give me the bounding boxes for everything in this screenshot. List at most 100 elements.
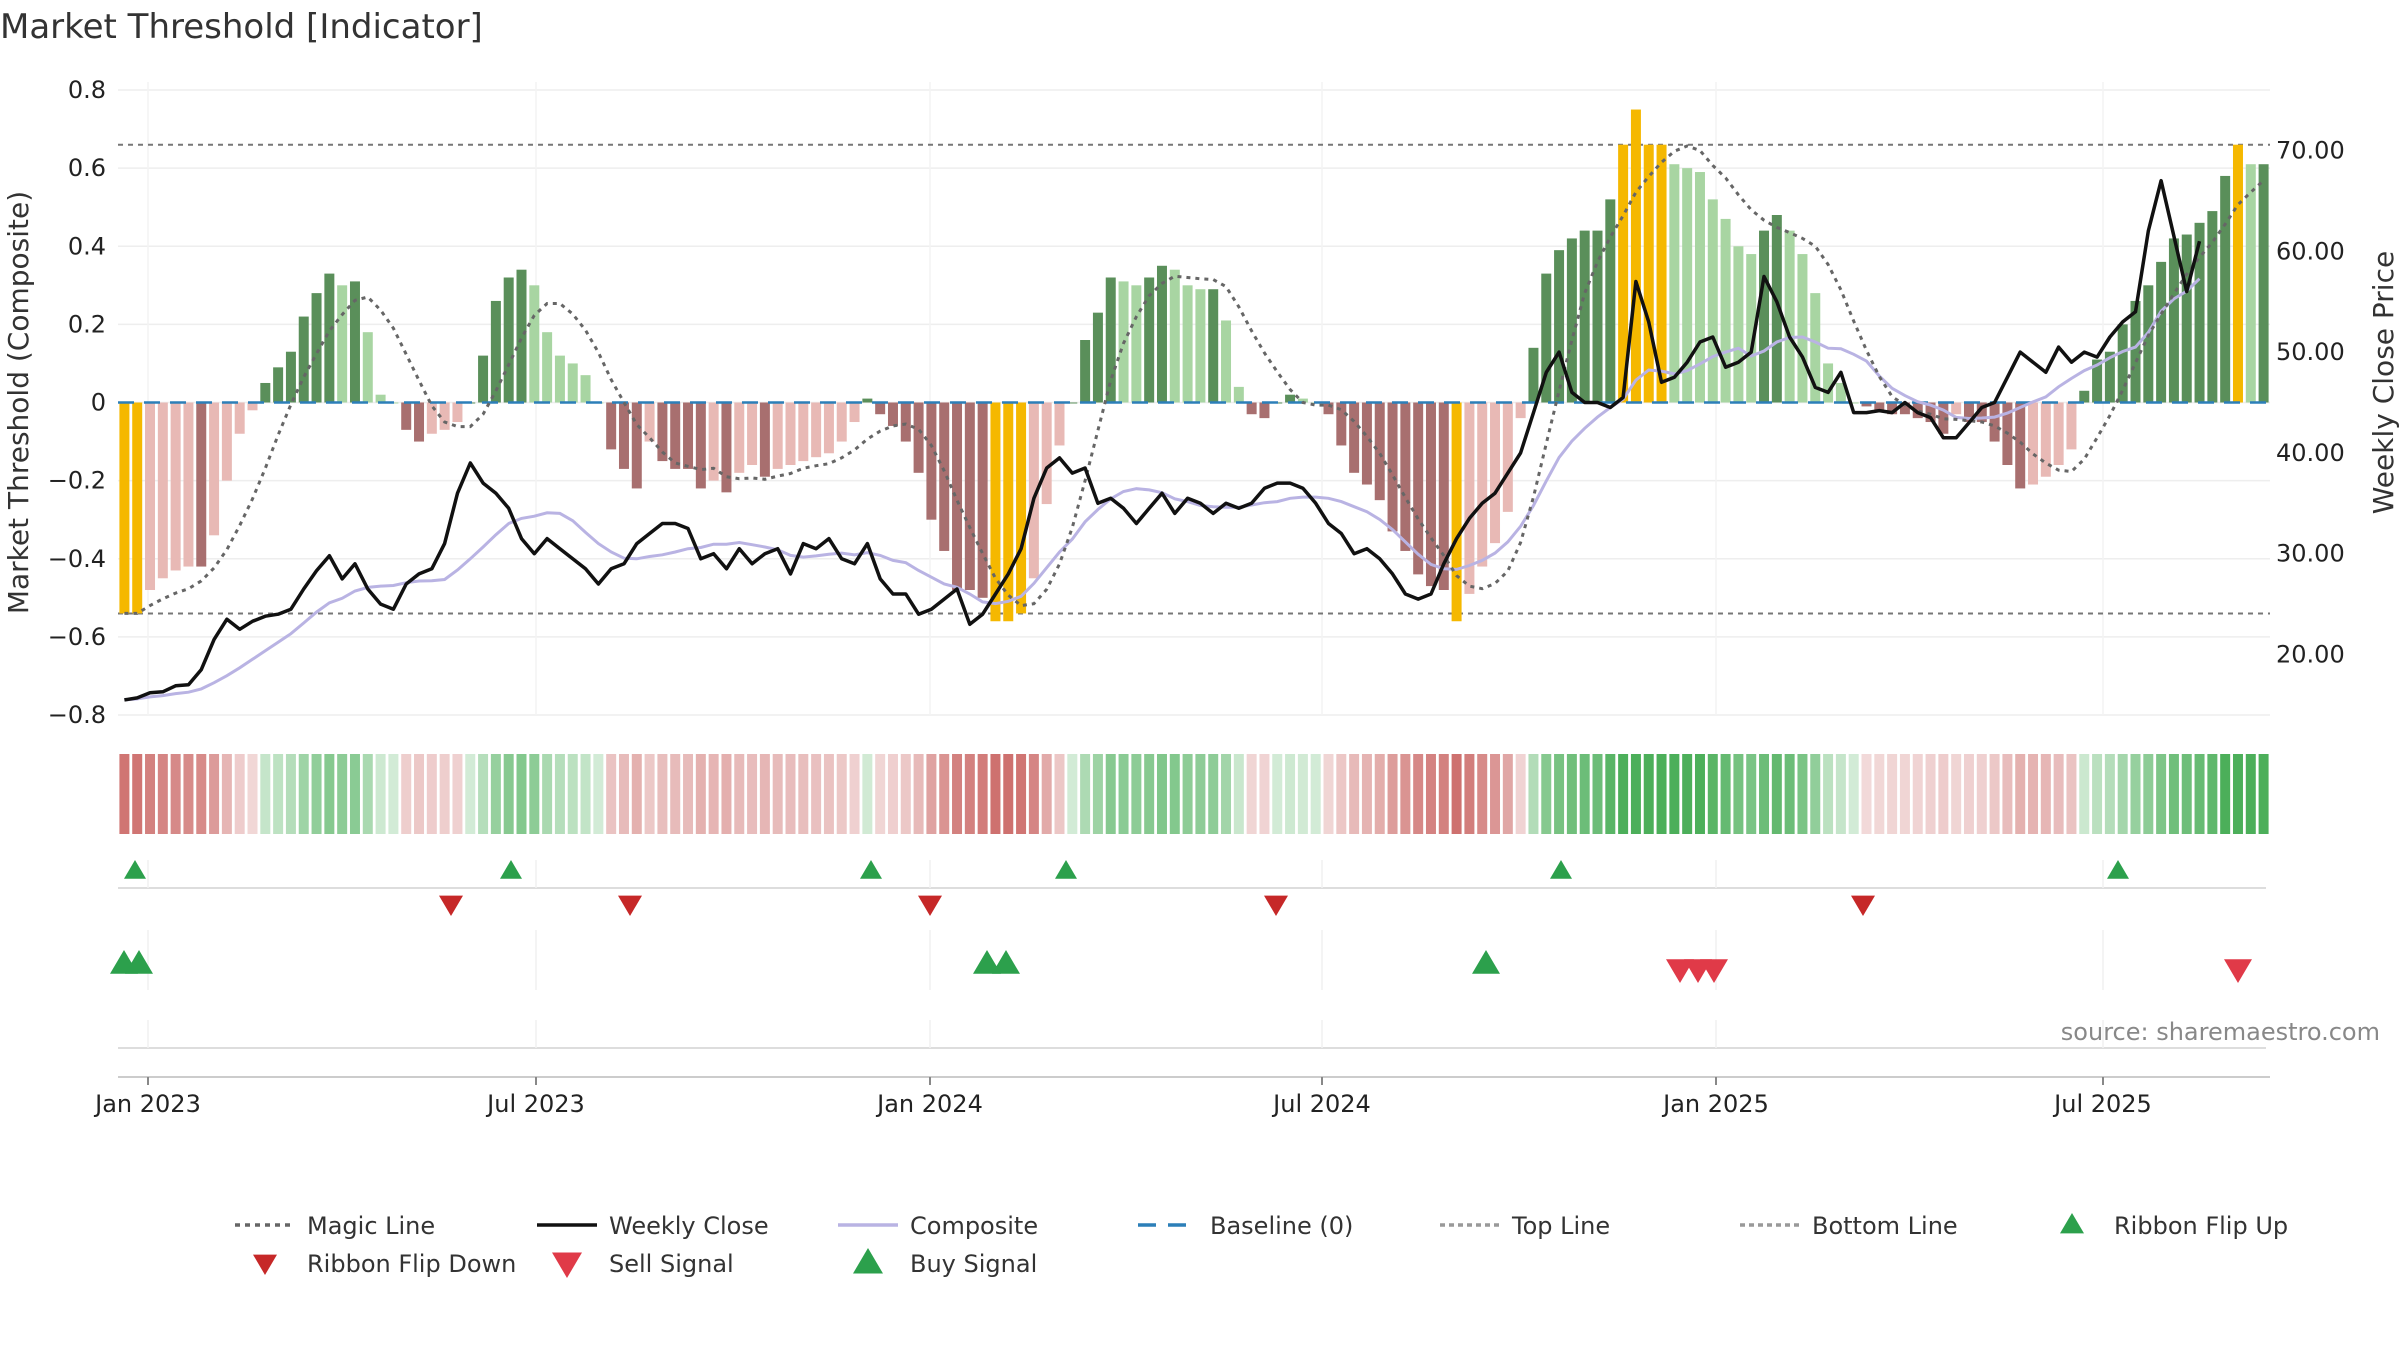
- histogram-bar: [1554, 250, 1565, 403]
- ribbon-cell: [1490, 754, 1501, 834]
- legend-item: Buy Signal: [853, 1248, 1037, 1278]
- histogram-bar: [1016, 402, 1027, 614]
- legend-label: Composite: [910, 1212, 1038, 1240]
- histogram-bar: [439, 402, 450, 430]
- ribbon-cell: [1323, 754, 1334, 834]
- ribbon-cell: [708, 754, 719, 834]
- x-tick-label: Jul 2025: [2052, 1090, 2152, 1118]
- y2-tick-label: 60.00: [2276, 237, 2345, 265]
- histogram-bar: [1349, 402, 1360, 473]
- ribbon-cell: [1336, 754, 1347, 834]
- histogram-bar: [606, 402, 617, 450]
- histogram-bar: [1221, 320, 1232, 403]
- ribbon-cell: [1848, 754, 1859, 834]
- histogram-bar: [1541, 273, 1552, 403]
- legend-swatch: [552, 1252, 582, 1278]
- histogram-bar: [1195, 289, 1206, 403]
- histogram-bar: [772, 402, 783, 469]
- ribbon-flip-up-marker: [124, 860, 146, 879]
- ribbon-cell: [2194, 754, 2205, 834]
- histogram-bar: [2015, 402, 2026, 489]
- ribbon-cell: [324, 754, 335, 834]
- histogram-bar: [2194, 222, 2205, 403]
- ribbon-cell: [1246, 754, 1257, 834]
- ribbon-flip-down-marker: [918, 895, 942, 916]
- ribbon-cell: [1618, 754, 1629, 834]
- histogram-bar: [1682, 168, 1693, 403]
- ribbon-cell: [529, 754, 540, 834]
- histogram-bar: [452, 402, 463, 423]
- ribbon-cell: [362, 754, 373, 834]
- x-tick-label: Jul 2024: [1271, 1090, 1371, 1118]
- ribbon-cell: [1118, 754, 1129, 834]
- histogram-bar: [1746, 254, 1757, 403]
- ribbon-cell: [1092, 754, 1103, 834]
- histogram-bar: [554, 355, 565, 403]
- histogram-bar: [2232, 144, 2243, 403]
- legend-item: Weekly Close: [537, 1212, 769, 1240]
- ribbon-cell: [1297, 754, 1308, 834]
- histogram-bar: [1092, 312, 1103, 403]
- histogram-bar: [875, 402, 886, 415]
- ribbon-cell: [2104, 754, 2115, 834]
- ribbon-cell: [1003, 754, 1014, 834]
- ribbon-cell: [119, 754, 130, 834]
- y2-tick-label: 40.00: [2276, 439, 2345, 467]
- ribbon-cell: [1425, 754, 1436, 834]
- histogram-bar: [977, 402, 988, 598]
- legend-item: Sell Signal: [552, 1250, 734, 1278]
- histogram-bar: [414, 402, 425, 442]
- ribbon-cell: [1080, 754, 1091, 834]
- ribbon-cell: [1759, 754, 1770, 834]
- ribbon-cell: [1361, 754, 1372, 834]
- histogram-bar: [157, 402, 168, 579]
- ribbon-cell: [1963, 754, 1974, 834]
- histogram-bar: [747, 402, 758, 465]
- ribbon-strip: [119, 754, 2269, 834]
- histogram-bar: [759, 402, 770, 477]
- histogram-bar: [503, 277, 514, 403]
- ribbon-cell: [1182, 754, 1193, 834]
- ribbon-cell: [1899, 754, 1910, 834]
- x-tick-label: Jan 2023: [93, 1090, 201, 1118]
- legend-label: Top Line: [1511, 1212, 1610, 1240]
- ribbon-cell: [1041, 754, 1052, 834]
- ribbon-cell: [1310, 754, 1321, 834]
- ribbon-cell: [900, 754, 911, 834]
- histogram-bar: [785, 402, 796, 465]
- ribbon-cell: [2079, 754, 2090, 834]
- ribbon-cell: [1694, 754, 1705, 834]
- histogram-bar: [1028, 402, 1039, 579]
- ribbon-cell: [1554, 754, 1565, 834]
- legend-item: Magic Line: [235, 1212, 435, 1240]
- legend-label: Ribbon Flip Down: [307, 1250, 516, 1278]
- histogram-bar: [119, 402, 130, 614]
- ribbon-cell: [1208, 754, 1219, 834]
- ribbon-cell: [939, 754, 950, 834]
- ribbon-cell: [977, 754, 988, 834]
- ribbon-cell: [1874, 754, 1885, 834]
- x-tick-label: Jan 2024: [875, 1090, 983, 1118]
- ribbon-cell: [1823, 754, 1834, 834]
- histogram-bar: [196, 402, 207, 567]
- ribbon-cell: [2130, 754, 2141, 834]
- ribbon-cell: [1541, 754, 1552, 834]
- histogram-bar: [695, 402, 706, 489]
- histogram-bar: [1259, 402, 1270, 419]
- histogram-bar: [1425, 402, 1436, 587]
- ribbon-cell: [2168, 754, 2179, 834]
- legend-label: Buy Signal: [910, 1250, 1037, 1278]
- ribbon-cell: [1861, 754, 1872, 834]
- ribbon-cell: [285, 754, 296, 834]
- line-series: [118, 144, 2270, 702]
- histogram-bar: [2207, 211, 2218, 403]
- ribbon-cell: [1912, 754, 1923, 834]
- histogram-bar: [2092, 359, 2103, 403]
- ribbon-cell: [785, 754, 796, 834]
- ribbon-cell: [2117, 754, 2128, 834]
- ribbon-cell: [2002, 754, 2013, 834]
- ribbon-cell: [759, 754, 770, 834]
- y-tick-label: −0.2: [48, 467, 106, 495]
- histogram-bar: [170, 402, 181, 571]
